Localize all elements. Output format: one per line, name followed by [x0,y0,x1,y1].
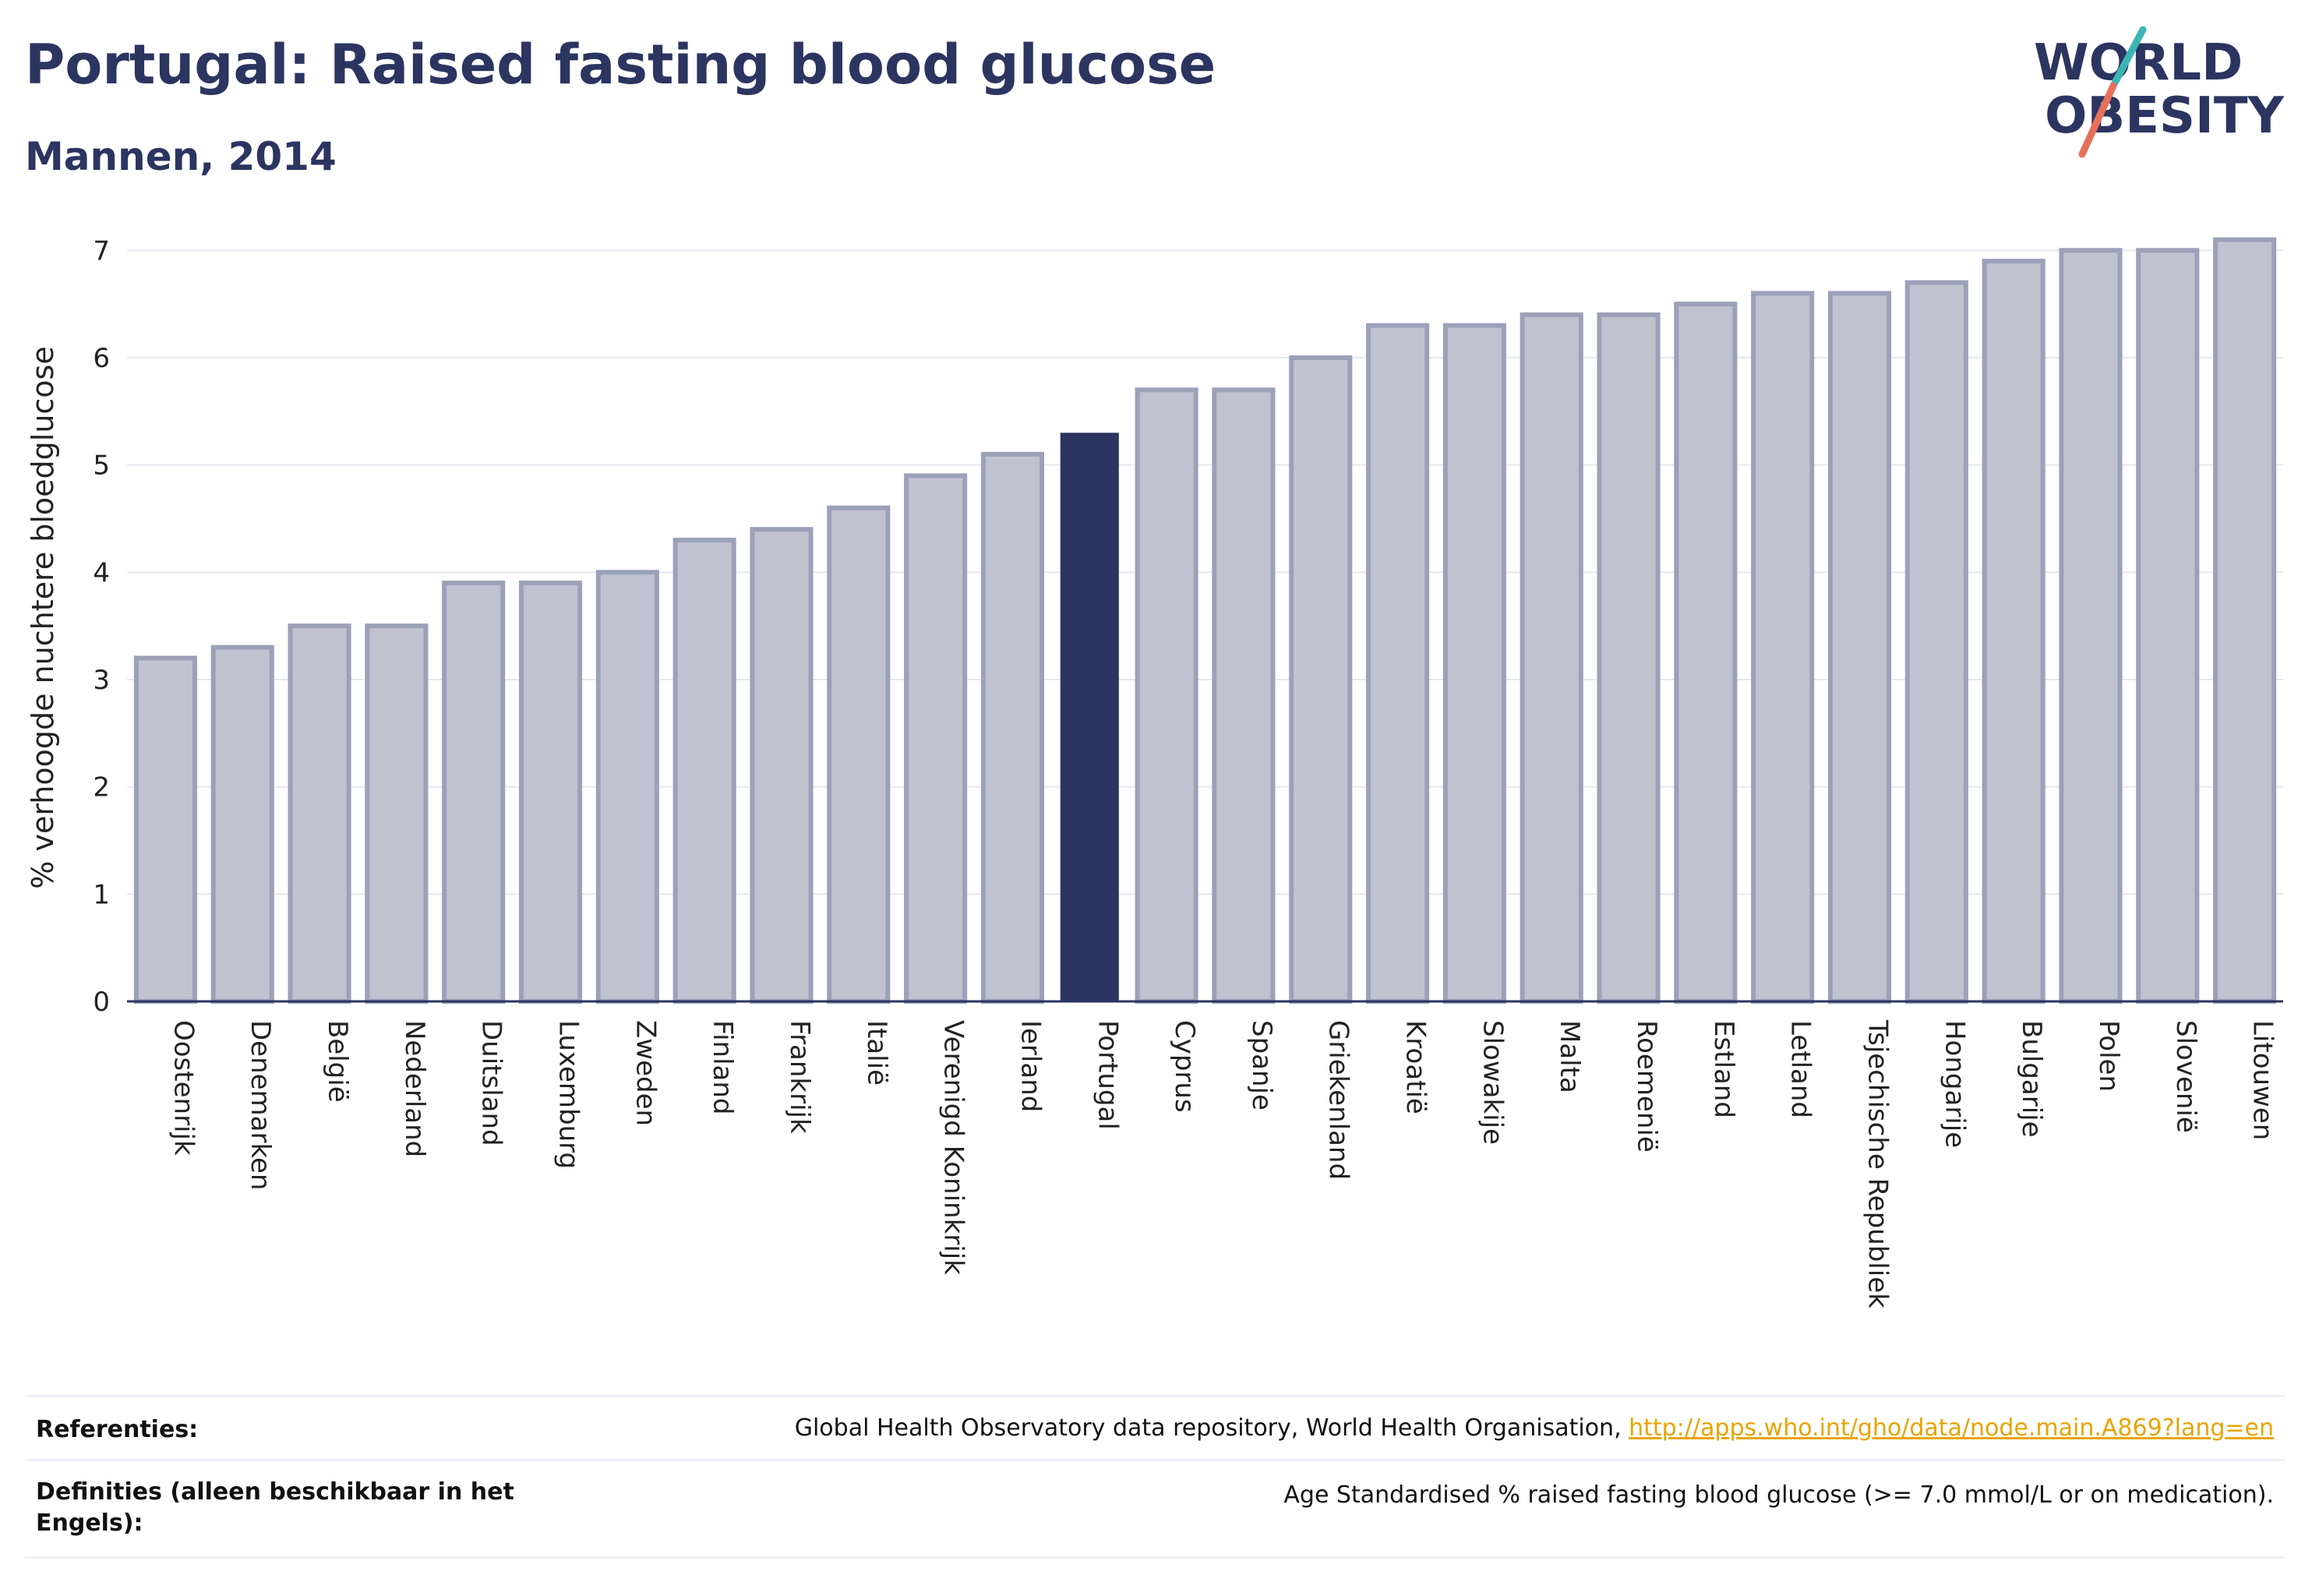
bar[interactable] [365,623,429,1004]
bar[interactable] [1827,291,1892,1004]
x-tick-label: Frankrijk [784,1020,815,1134]
world-obesity-logo[interactable]: WORLD OBESITY [2026,23,2291,164]
bar[interactable] [1135,387,1198,1004]
references-label: Referenties: [36,1416,199,1443]
y-tick-label: 1 [93,879,110,910]
x-tick-label: België [322,1020,353,1103]
x-tick-label: Slovenië [2170,1020,2201,1133]
bar[interactable] [1442,323,1506,1005]
y-tick-label: 5 [93,450,110,482]
x-tick-label: Kroatië [1400,1020,1431,1114]
chart-title: Portugal: Raised fasting blood glucose [25,33,1216,97]
y-tick-label: 0 [93,987,110,1018]
bar[interactable] [750,527,814,1004]
x-tick-label: Litouwen [2247,1020,2279,1140]
x-tick-label: Slowakije [1477,1020,1508,1145]
x-tick-label: Spanje [1246,1020,1277,1110]
y-tick-label: 4 [93,557,110,588]
definitions-value: Age Standardised % raised fasting blood … [1283,1481,2274,1509]
x-tick-label: Bulgarije [2016,1020,2047,1138]
bar[interactable] [672,538,736,1005]
x-tick-label: Tsjechische Republiek [1862,1019,1893,1308]
bar[interactable] [2213,237,2277,1005]
x-tick-label: Zweden [630,1020,661,1126]
bar[interactable] [904,473,968,1004]
bar[interactable] [1904,280,1968,1005]
y-tick-label: 3 [93,665,110,696]
x-tick-label: Verenigd Koninkrijk [938,1020,969,1275]
bar[interactable] [1751,291,1815,1004]
x-tick-label: Roemenië [1631,1020,1662,1153]
definitions-label: Definities (alleen beschikbaar in het En… [36,1478,514,1537]
bar[interactable] [210,644,274,1004]
logo-line2: OBESITY [2045,87,2284,145]
y-tick-label: 2 [93,772,110,803]
bar[interactable] [442,581,506,1004]
bar[interactable] [1366,323,1430,1005]
x-tick-label: Nederland [399,1020,430,1157]
y-tick-label: 7 [93,235,110,267]
x-tick-label: Cyprus [1169,1020,1200,1113]
bar[interactable] [595,570,659,1004]
definitions-row: Definities (alleen beschikbaar in het En… [25,1459,2285,1559]
y-tick-label: 6 [93,343,110,374]
x-tick-label: Ierland [1015,1020,1046,1112]
bar[interactable] [2136,248,2200,1004]
bar[interactable] [1289,355,1353,1004]
y-axis-label: % verhoogde nuchtere bloedglucose [26,346,60,888]
references-text: Global Health Observatory data repositor… [794,1414,1629,1442]
logo-slash-teal [2109,26,2147,90]
bar-chart: 0 1 2 3 4 5 6 7 Oostenrijk Denemarken België Nederl… [26,235,2283,1308]
x-tick-label: Duitsland [476,1020,507,1146]
bar[interactable] [288,623,351,1004]
bar[interactable] [1597,312,1661,1004]
x-tick-label: Luxemburg [553,1020,584,1169]
bar[interactable] [1982,259,2046,1005]
bar[interactable] [1674,302,1738,1005]
x-tick-label: Letland [1785,1020,1816,1118]
logo-slash-coral [2078,82,2117,158]
x-tick-label: Estland [1708,1020,1739,1118]
references-link[interactable]: http://apps.who.int/gho/data/node.main.A… [1629,1414,2274,1442]
bar[interactable] [133,655,197,1004]
bars-layer [133,237,2277,1005]
bar[interactable] [2059,248,2123,1004]
x-tick-label: Malta [1554,1020,1585,1093]
references-row: Referenties: Global Health Observatory d… [25,1395,2285,1461]
x-tick-label: Portugal [1092,1020,1123,1130]
x-tick-label: Denemarken [245,1020,276,1190]
axis-layer: 0 1 2 3 4 5 6 7 Oostenrijk Denemarken België Nederl… [93,235,2283,1308]
x-tick-label: Polen [2093,1020,2124,1092]
x-tick-label: Italië [861,1020,892,1086]
bar[interactable] [1212,387,1276,1004]
x-tick-label: Oostenrijk [168,1020,199,1156]
bar[interactable] [1520,312,1583,1004]
bar[interactable] [827,505,891,1004]
x-tick-label: Griekenland [1323,1020,1354,1180]
bar[interactable] [518,581,583,1004]
chart-subtitle: Mannen, 2014 [25,134,337,179]
x-tick-label: Hongarije [1939,1020,1970,1148]
bar[interactable] [980,451,1044,1004]
bar-highlight[interactable] [1060,433,1119,1001]
x-tick-label: Finland [707,1020,738,1115]
references-value: Global Health Observatory data repositor… [795,1414,2274,1442]
